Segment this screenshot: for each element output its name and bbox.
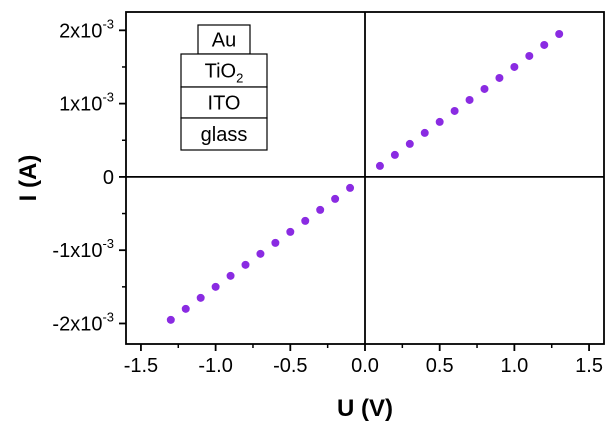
x-tick-label: 0.5 (426, 355, 454, 377)
data-point (286, 227, 295, 236)
y-axis-ticks: 2x10-3 1x10-3 0 -1x10-3 -2x10-3 (52, 16, 126, 335)
layer-box (180, 53, 268, 88)
data-point (495, 73, 504, 82)
y-tick-label: -1x10-3 (52, 236, 114, 262)
data-point (166, 315, 175, 324)
data-point (316, 205, 325, 214)
data-point (405, 139, 414, 148)
layer-stack-annotation: Au TiO2 ITO glass (180, 24, 268, 151)
data-point (435, 117, 444, 126)
data-point (420, 128, 429, 137)
y-tick-label: 1x10-3 (59, 90, 114, 116)
data-point (301, 216, 310, 225)
data-points (166, 29, 564, 324)
x-tick-label: -1.0 (198, 355, 232, 377)
data-point (211, 282, 220, 291)
data-point (271, 238, 280, 247)
data-point (480, 84, 489, 93)
data-point (331, 194, 340, 203)
y-axis-title: I (A) (15, 155, 42, 202)
data-point (181, 304, 190, 313)
data-point (196, 293, 205, 302)
data-point (346, 183, 355, 192)
layer-box (180, 117, 268, 151)
data-point (375, 161, 384, 170)
layer-label: Au (212, 30, 236, 52)
y-tick-label: 0 (103, 167, 114, 189)
x-tick-label: -1.5 (124, 355, 158, 377)
x-axis-title: U (V) (337, 395, 393, 422)
x-tick-label: 1.5 (575, 355, 603, 377)
data-point (390, 150, 399, 159)
data-point (450, 106, 459, 115)
data-point (256, 249, 265, 258)
data-point (241, 260, 250, 269)
x-tick-label: 1.0 (500, 355, 528, 377)
data-point (510, 62, 519, 71)
data-point (465, 95, 474, 104)
data-point (525, 51, 534, 60)
x-tick-label: 0.0 (351, 355, 379, 377)
x-axis-ticks: -1.5 -1.0 -0.5 0.0 0.5 1.0 1.5 (124, 344, 603, 377)
y-tick-label: -2x10-3 (52, 309, 114, 335)
layer-label: ITO (208, 93, 241, 115)
data-point (226, 271, 235, 280)
layer-label: glass (201, 124, 248, 146)
data-point (540, 40, 549, 49)
data-point (555, 29, 564, 38)
layer-label: TiO2 (205, 61, 244, 86)
y-tick-label: 2x10-3 (59, 16, 114, 42)
layer-box (197, 24, 251, 55)
x-tick-label: -0.5 (273, 355, 307, 377)
